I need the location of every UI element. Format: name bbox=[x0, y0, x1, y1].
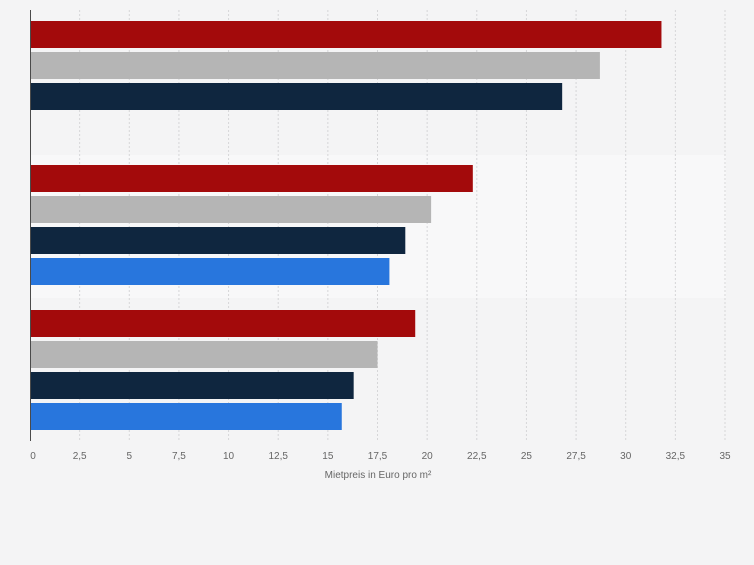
bar[interactable] bbox=[30, 310, 416, 337]
bar[interactable] bbox=[30, 227, 406, 254]
x-tick-label: 30 bbox=[620, 451, 632, 462]
x-tick-label: 35 bbox=[719, 451, 731, 462]
x-tick-label: 15 bbox=[322, 451, 334, 462]
x-axis-ticks: 0 2,5 5 7,5 10 12,5 15 17,5 20 22,5 25 27,5 30 32,5 35 bbox=[30, 451, 731, 462]
bar[interactable] bbox=[30, 83, 563, 110]
x-tick-label: 27,5 bbox=[566, 451, 586, 462]
x-tick-label: 5 bbox=[127, 451, 133, 462]
x-tick-label: 2,5 bbox=[73, 451, 87, 462]
x-tick-label: 12,5 bbox=[268, 451, 288, 462]
bars bbox=[30, 21, 662, 430]
x-tick-label: 22,5 bbox=[467, 451, 487, 462]
bar[interactable] bbox=[30, 372, 354, 399]
bar[interactable] bbox=[30, 196, 432, 223]
x-tick-label: 20 bbox=[422, 451, 434, 462]
x-tick-label: 7,5 bbox=[172, 451, 186, 462]
x-axis-label: Mietpreis in Euro pro m² bbox=[325, 470, 432, 481]
bar[interactable] bbox=[30, 403, 342, 430]
bar[interactable] bbox=[30, 52, 600, 79]
bar[interactable] bbox=[30, 21, 662, 48]
x-tick-label: 10 bbox=[223, 451, 235, 462]
bar[interactable] bbox=[30, 165, 473, 192]
bar[interactable] bbox=[30, 258, 390, 285]
x-tick-label: 25 bbox=[521, 451, 533, 462]
bar[interactable] bbox=[30, 341, 378, 368]
x-tick-label: 0 bbox=[30, 451, 36, 462]
x-tick-label: 17,5 bbox=[368, 451, 388, 462]
x-tick-label: 32,5 bbox=[666, 451, 686, 462]
